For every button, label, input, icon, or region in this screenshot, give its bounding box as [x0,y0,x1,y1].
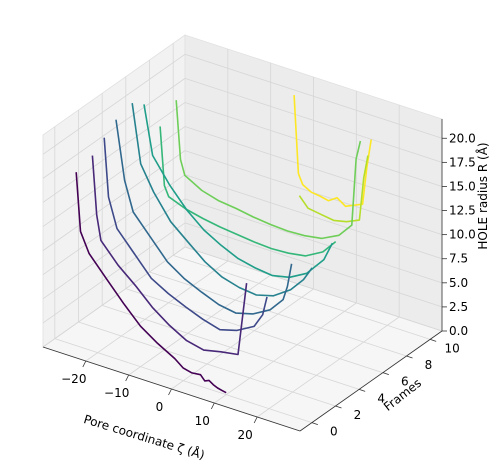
z-gridline-left [42,78,186,179]
x-gridline-floor [256,316,400,418]
z-tick-label: 15.0 [449,180,476,194]
y-tick-mark [311,422,318,426]
y-tick-mark [359,388,366,392]
y-tick-mark [430,338,437,342]
y-gridline-floor [54,338,312,424]
series-line-frame-6 [159,126,337,257]
y-gridline-floor [149,271,407,357]
x-tick-label: 20 [238,428,253,442]
z-axis-label: HOLE radius R (Å) [475,142,490,249]
series-line-frame-1 [91,155,248,356]
x-tick-mark [125,374,130,382]
z-gridline-back [184,102,443,187]
x-tick-mark [210,402,215,410]
x-tick-mark [168,388,172,396]
y-tick-mark [335,405,342,409]
z-gridline-back [184,77,443,163]
series-line-frame-4 [131,102,313,297]
x-tick-label: 0 [156,400,164,414]
series-line-frame-8 [298,155,369,223]
z-tick-label: 0.0 [449,324,468,338]
z-gridline-left [42,150,186,251]
y-axis-line [299,330,443,432]
series-line-frame-2 [103,137,268,332]
x-axis-label: Pore coordinate ζ (Å) [82,411,207,462]
x-tick-label: 10 [195,414,210,428]
z-tick-label: 5.0 [449,276,468,290]
z-gridline-left [42,198,186,300]
z-gridline-back [184,222,443,308]
x-tick-mark [82,360,87,368]
series-line-frame-3 [115,119,293,315]
x-tick-label: −10 [104,386,129,400]
z-tick-label: 17.5 [449,155,476,169]
z-gridline-back [184,246,443,332]
series-lines [75,95,372,394]
z-tick-label: 2.5 [449,300,468,314]
z-tick-label: 20.0 [449,131,476,145]
z-gridline-back [184,53,443,139]
x-gridline-floor [171,288,314,390]
y-tick-label: 6 [401,375,409,389]
y-gridline-floor [173,254,431,340]
z-gridline-back [184,198,443,284]
series-line-frame-7 [175,100,362,240]
z-tick-label: 10.0 [449,228,476,242]
x-tick-label: −20 [61,372,86,386]
y-tick-label: 2 [354,408,362,422]
series-line-frame-5 [143,104,334,279]
z-gridline-left [42,222,186,324]
z-gridline-left [42,102,186,203]
y-gridline-floor [125,288,383,374]
y-tick-mark [382,372,389,376]
z-tick-label: 12.5 [449,204,476,218]
z-gridline-back [184,174,443,260]
y-tick-label: 0 [330,425,338,439]
y-tick-mark [406,355,413,359]
z-gridline-left [42,53,186,155]
y-tick-label: 10 [445,341,460,355]
series-line-frame-0 [75,172,227,394]
z-gridline-left [42,246,186,348]
y-tick-label: 4 [377,391,385,405]
z-gridline-left [42,174,186,276]
series-line-frame-9 [293,95,372,208]
x-gridline-floor [214,302,357,404]
y-tick-label: 8 [425,358,433,372]
y-gridline-floor [78,321,336,407]
z-tick-label: 7.5 [449,252,468,266]
x-tick-mark [253,416,258,424]
y-gridline-floor [102,304,360,390]
tick-marks: −20 −10 0 10 20 0 2 4 6 8 10 0.0 2.5 5.0 7.5 10.0 12.5 15… [42,119,476,442]
z-gridline-back [184,126,443,211]
